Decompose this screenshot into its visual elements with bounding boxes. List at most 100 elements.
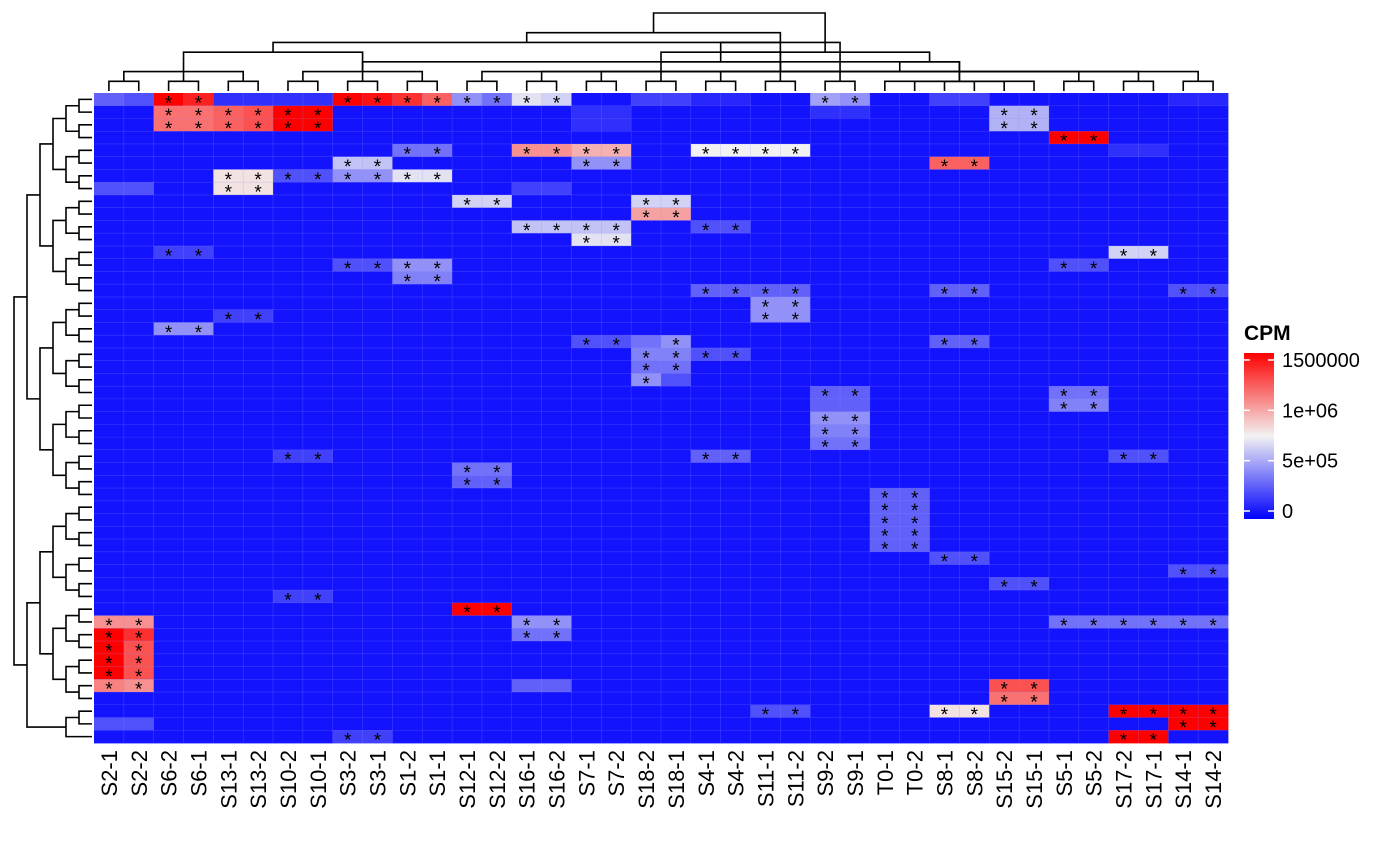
heatmap-cell-r25-c32 bbox=[1048, 411, 1080, 425]
heatmap-cell-r20-c12 bbox=[452, 347, 483, 362]
heatmap-cell-r1-c27 bbox=[899, 105, 930, 119]
heatmap-cell-r45-c14 bbox=[511, 666, 543, 680]
row-dendrogram-branch bbox=[78, 659, 92, 674]
heatmap-cell-r5-c36 bbox=[1168, 156, 1199, 170]
heatmap-cell-r19-c17 bbox=[601, 335, 632, 349]
heatmap-cell-r18-c33 bbox=[1078, 322, 1110, 336]
heatmap-cell-r11-c26 bbox=[869, 233, 901, 247]
heatmap-cell-r36-c16 bbox=[571, 551, 602, 565]
heatmap-cell-r45-c19 bbox=[661, 666, 692, 680]
heatmap-cell-r45-c34 bbox=[1108, 666, 1139, 680]
heatmap-cell-r27-c23 bbox=[780, 437, 811, 451]
row-dendrogram-branch bbox=[78, 531, 92, 547]
heatmap-cell-r31-c37 bbox=[1198, 488, 1229, 502]
heatmap-cell-r32-c4 bbox=[213, 500, 244, 514]
star-r15-c36: * bbox=[1180, 285, 1188, 306]
heatmap-cell-r50-c13 bbox=[481, 730, 513, 744]
heatmap-cell-r42-c22 bbox=[750, 628, 781, 642]
row-dendrogram-branch bbox=[78, 124, 92, 139]
heatmap-cell-r10-c35 bbox=[1138, 220, 1169, 234]
heatmap-cell-r1-c10 bbox=[392, 105, 423, 119]
star-r9-c18: * bbox=[642, 208, 650, 229]
heatmap-cell-r32-c36 bbox=[1168, 500, 1199, 514]
heatmap-cell-r19-c2 bbox=[153, 335, 184, 349]
star-r35-c26: * bbox=[881, 539, 889, 560]
heatmap-cell-r15-c14 bbox=[511, 284, 543, 298]
heatmap-cell-r23-c29 bbox=[959, 386, 990, 400]
star-r23-c25: * bbox=[851, 387, 859, 408]
heatmap-cell-r11-c31 bbox=[1019, 233, 1050, 247]
heatmap-cell-r41-c18 bbox=[631, 615, 662, 629]
heatmap-cell-r39-c18 bbox=[631, 590, 662, 604]
heatmap-cell-r37-c29 bbox=[959, 564, 990, 578]
heatmap-cell-r16-c9 bbox=[362, 296, 393, 311]
star-r5-c17: * bbox=[613, 157, 621, 178]
heatmap-cell-r20-c9 bbox=[362, 347, 393, 362]
heatmap-cell-r49-c8 bbox=[332, 717, 363, 731]
heatmap-cell-r28-c25 bbox=[840, 449, 871, 464]
heatmap-cell-r13-c29 bbox=[959, 258, 990, 272]
heatmap-cell-r47-c30 bbox=[989, 692, 1020, 706]
heatmap-cell-r40-c33 bbox=[1078, 602, 1110, 616]
heatmap-cell-r4-c10 bbox=[392, 143, 423, 158]
heatmap-cell-r14-c11 bbox=[422, 271, 453, 285]
heatmap-cell-r6-c28 bbox=[929, 169, 960, 183]
heatmap-cell-r50-c5 bbox=[243, 730, 274, 744]
heatmap-cell-r12-c30 bbox=[989, 245, 1020, 260]
heatmap-cell-r38-c25 bbox=[840, 577, 871, 591]
heatmap-cell-r41-c10 bbox=[392, 615, 423, 629]
heatmap-cell-r19-c28 bbox=[929, 335, 960, 349]
heatmap-cell-r7-c5 bbox=[243, 182, 274, 196]
heatmap-cell-r2-c27 bbox=[899, 118, 930, 132]
heatmap-cell-r10-c7 bbox=[302, 220, 334, 234]
heatmap-cell-r21-c18 bbox=[631, 360, 662, 374]
heatmap-cell-r18-c24 bbox=[810, 322, 841, 336]
star-r1-c5: * bbox=[254, 106, 262, 127]
heatmap-cell-r9-c19 bbox=[661, 207, 692, 221]
heatmap-cell-r37-c35 bbox=[1138, 564, 1169, 578]
heatmap-cell-r25-c26 bbox=[869, 411, 901, 425]
heatmap-cell-r5-c1 bbox=[123, 156, 155, 170]
heatmap-cell-r15-c4 bbox=[213, 284, 244, 298]
heatmap-cell-r13-c12 bbox=[452, 258, 483, 272]
heatmap-cell-r7-c16 bbox=[571, 182, 602, 196]
heatmap-cell-r20-c33 bbox=[1078, 347, 1110, 362]
heatmap-cell-r48-c35 bbox=[1138, 704, 1169, 718]
star-r10-c20: * bbox=[702, 221, 710, 242]
heatmap-cell-r36-c11 bbox=[422, 551, 453, 565]
row-dendrogram-branch bbox=[39, 551, 53, 655]
heatmap-cell-r10-c21 bbox=[720, 220, 751, 234]
heatmap-cell-r6-c2 bbox=[153, 169, 184, 183]
star-r8-c13: * bbox=[493, 195, 501, 216]
heatmap-cell-r25-c5 bbox=[243, 411, 274, 425]
heatmap-cell-r15-c13 bbox=[481, 284, 513, 298]
heatmap-cell-r32-c3 bbox=[183, 500, 214, 514]
star-r2-c2: * bbox=[165, 119, 173, 140]
heatmap-cell-r28-c6 bbox=[273, 449, 304, 464]
heatmap-cell-r44-c26 bbox=[869, 653, 901, 667]
star-r45-c1: * bbox=[135, 667, 143, 688]
heatmap-cell-r23-c0 bbox=[94, 386, 125, 400]
star-r2-c7: * bbox=[314, 119, 322, 140]
heatmap-cell-r36-c35 bbox=[1138, 551, 1169, 565]
heatmap-cell-r10-c14 bbox=[511, 220, 543, 234]
star-r3-c32: * bbox=[1060, 132, 1068, 153]
heatmap-cell-r5-c7 bbox=[302, 156, 334, 170]
heatmap-cell-r31-c34 bbox=[1108, 488, 1139, 502]
legend-tick-label: 1500000 bbox=[1282, 350, 1360, 372]
heatmap-cell-r8-c16 bbox=[571, 194, 602, 209]
heatmap-cell-r46-c31 bbox=[1019, 679, 1050, 693]
star-r50-c8: * bbox=[344, 731, 352, 752]
heatmap-cell-r41-c3 bbox=[183, 615, 214, 629]
heatmap-cell-r36-c4 bbox=[213, 551, 244, 565]
heatmap-cell-r46-c25 bbox=[840, 679, 871, 693]
heatmap-cell-r0-c0 bbox=[94, 93, 125, 107]
heatmap-cell-r13-c13 bbox=[481, 258, 513, 272]
heatmap-cell-r8-c13 bbox=[481, 194, 513, 209]
heatmap-cell-r17-c33 bbox=[1078, 309, 1110, 323]
heatmap-cell-r9-c24 bbox=[810, 207, 841, 221]
heatmap-cell-r21-c25 bbox=[840, 360, 871, 374]
heatmap-cell-r17-c37 bbox=[1198, 309, 1229, 323]
star-r5-c8: * bbox=[344, 157, 352, 178]
heatmap-cell-r22-c0 bbox=[94, 373, 125, 387]
